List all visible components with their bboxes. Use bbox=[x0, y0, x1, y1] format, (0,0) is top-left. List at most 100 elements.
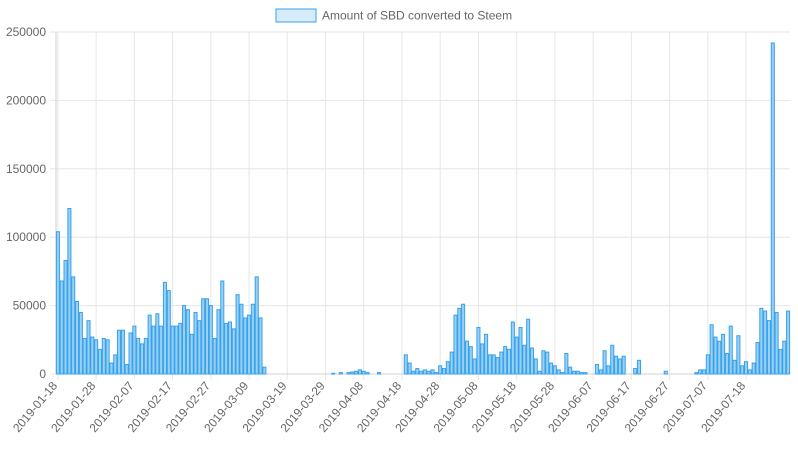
bar[interactable] bbox=[182, 305, 187, 375]
bar[interactable] bbox=[545, 351, 550, 375]
bar[interactable] bbox=[449, 351, 454, 375]
bar[interactable] bbox=[751, 362, 756, 375]
bar[interactable] bbox=[763, 310, 768, 375]
bar[interactable] bbox=[617, 358, 622, 375]
bar[interactable] bbox=[510, 321, 515, 375]
bar[interactable] bbox=[227, 321, 232, 375]
bar[interactable] bbox=[480, 343, 485, 375]
bar[interactable] bbox=[468, 346, 473, 375]
bar[interactable] bbox=[331, 372, 336, 375]
bar[interactable] bbox=[705, 354, 710, 375]
bar[interactable] bbox=[124, 363, 129, 375]
bar[interactable] bbox=[698, 369, 703, 375]
bar[interactable] bbox=[155, 313, 160, 375]
bar[interactable] bbox=[117, 329, 122, 375]
bar[interactable] bbox=[422, 369, 427, 375]
bar[interactable] bbox=[434, 372, 439, 375]
bar[interactable] bbox=[105, 339, 110, 375]
bar[interactable] bbox=[694, 372, 699, 375]
bar[interactable] bbox=[487, 354, 492, 375]
bar[interactable] bbox=[782, 340, 787, 375]
bar[interactable] bbox=[113, 354, 118, 375]
bar[interactable] bbox=[216, 309, 221, 375]
bar[interactable] bbox=[461, 303, 466, 375]
bar[interactable] bbox=[132, 325, 137, 375]
bar[interactable] bbox=[709, 324, 714, 375]
bar[interactable] bbox=[78, 311, 83, 375]
bar[interactable] bbox=[484, 333, 489, 375]
bar[interactable] bbox=[533, 358, 538, 375]
bar[interactable] bbox=[549, 362, 554, 375]
bar[interactable] bbox=[701, 369, 707, 375]
bar[interactable] bbox=[575, 370, 580, 375]
bar[interactable] bbox=[755, 342, 760, 375]
bar[interactable] bbox=[571, 370, 577, 375]
bar[interactable] bbox=[724, 352, 729, 375]
legend[interactable]: Amount of SBD converted to Steem bbox=[275, 8, 512, 23]
bar[interactable] bbox=[178, 322, 183, 375]
bar[interactable] bbox=[201, 298, 206, 375]
bar[interactable] bbox=[522, 344, 527, 375]
bar[interactable] bbox=[262, 366, 267, 375]
bar[interactable] bbox=[174, 325, 179, 375]
bar[interactable] bbox=[166, 290, 171, 375]
bar[interactable] bbox=[243, 317, 248, 375]
bar[interactable] bbox=[235, 294, 240, 375]
bar[interactable] bbox=[740, 365, 745, 375]
bar[interactable] bbox=[220, 280, 225, 375]
bar[interactable] bbox=[254, 276, 259, 375]
bar[interactable] bbox=[86, 320, 91, 375]
bar[interactable] bbox=[736, 335, 741, 375]
bar[interactable] bbox=[506, 348, 512, 375]
bar[interactable] bbox=[606, 365, 611, 375]
bar[interactable] bbox=[663, 370, 668, 375]
bar[interactable] bbox=[197, 320, 202, 375]
bar[interactable] bbox=[614, 355, 619, 375]
bar[interactable] bbox=[239, 303, 244, 375]
bar[interactable] bbox=[518, 326, 523, 375]
bar[interactable] bbox=[526, 318, 531, 375]
bar[interactable] bbox=[602, 350, 607, 375]
bar[interactable] bbox=[365, 372, 370, 375]
bar[interactable] bbox=[770, 42, 775, 375]
bar[interactable] bbox=[430, 369, 435, 375]
bar[interactable] bbox=[63, 259, 68, 375]
bar[interactable] bbox=[258, 317, 263, 375]
bar[interactable] bbox=[250, 303, 255, 375]
bar[interactable] bbox=[90, 336, 95, 375]
bar[interactable] bbox=[212, 337, 217, 375]
bar[interactable] bbox=[495, 357, 500, 375]
bar[interactable] bbox=[151, 325, 156, 375]
bar[interactable] bbox=[101, 337, 106, 375]
bar[interactable] bbox=[224, 322, 229, 375]
bar[interactable] bbox=[560, 372, 565, 375]
bar[interactable] bbox=[476, 326, 481, 375]
bar[interactable] bbox=[744, 361, 749, 375]
bar[interactable] bbox=[231, 328, 236, 375]
bar[interactable] bbox=[598, 369, 603, 375]
bar[interactable] bbox=[411, 370, 416, 375]
bar[interactable] bbox=[464, 340, 469, 375]
bar[interactable] bbox=[247, 314, 252, 375]
bar[interactable] bbox=[120, 329, 125, 375]
bar[interactable] bbox=[136, 337, 141, 375]
bar[interactable] bbox=[438, 365, 443, 375]
bar[interactable] bbox=[537, 370, 542, 375]
bar[interactable] bbox=[415, 368, 420, 375]
bar[interactable] bbox=[109, 362, 114, 375]
bar[interactable] bbox=[778, 348, 783, 375]
bar[interactable] bbox=[713, 336, 718, 375]
bar[interactable] bbox=[361, 370, 366, 375]
bar[interactable] bbox=[67, 207, 72, 375]
bar[interactable] bbox=[97, 348, 102, 375]
bar[interactable] bbox=[193, 311, 198, 375]
bar[interactable] bbox=[721, 333, 726, 375]
bar[interactable] bbox=[346, 372, 351, 375]
bar[interactable] bbox=[728, 325, 733, 375]
bar[interactable] bbox=[377, 372, 382, 375]
bar[interactable] bbox=[499, 351, 504, 375]
bar[interactable] bbox=[766, 320, 772, 375]
bar[interactable] bbox=[128, 332, 133, 375]
bar[interactable] bbox=[503, 346, 508, 375]
bar[interactable] bbox=[350, 371, 355, 375]
